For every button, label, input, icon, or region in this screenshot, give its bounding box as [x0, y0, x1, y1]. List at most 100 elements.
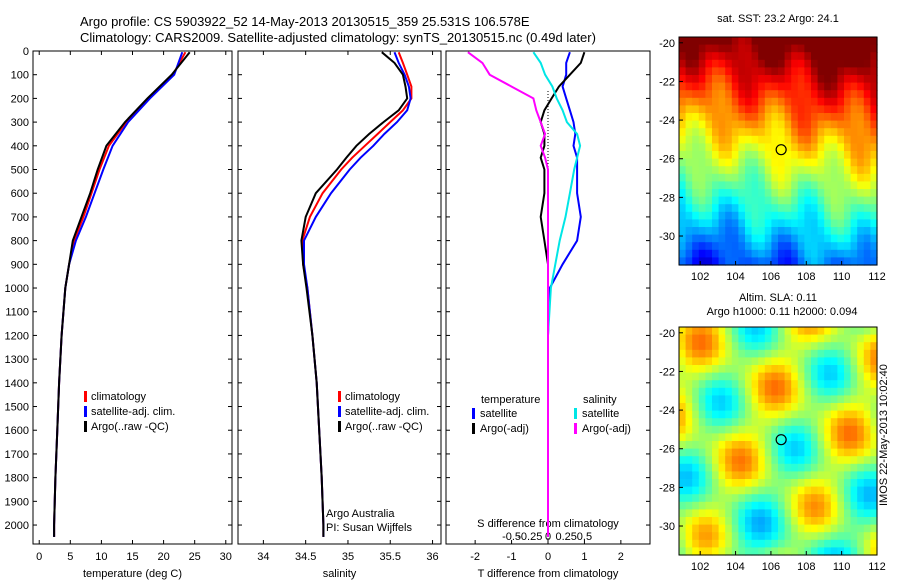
map-cell: [837, 342, 845, 351]
map-cell: [692, 242, 700, 251]
legend-label: satellite-adj. clim.: [345, 406, 429, 418]
map-cell: [705, 143, 713, 152]
map-cell: [778, 524, 786, 533]
map-cell: [844, 410, 852, 419]
map-cell: [745, 44, 753, 53]
map-cell: [751, 44, 759, 53]
map-cell: [738, 189, 746, 198]
map-cell: [679, 173, 687, 182]
map-cell: [725, 532, 733, 541]
map-cell: [731, 479, 739, 488]
map-cell: [725, 524, 733, 533]
map-cell: [764, 166, 772, 175]
map-cell: [784, 227, 792, 236]
map-cell: [817, 327, 825, 336]
map-cell: [857, 143, 865, 152]
map-cell: [718, 227, 726, 236]
map-cell: [817, 539, 825, 548]
map-cell: [817, 403, 825, 412]
map-cell: [870, 181, 878, 190]
map-cell: [804, 456, 812, 465]
map-cell: [837, 97, 845, 106]
map-cell: [751, 97, 759, 106]
map-cell: [778, 166, 786, 175]
map-cell: [830, 494, 838, 503]
map-cell: [870, 67, 878, 76]
map-cell: [797, 173, 805, 182]
map-cell: [725, 410, 733, 419]
map-cell: [791, 517, 799, 526]
map-cell: [870, 158, 878, 167]
map-cell: [778, 75, 786, 84]
map-cell: [804, 234, 812, 243]
map-cell: [797, 189, 805, 198]
map-cell: [712, 105, 720, 114]
map-cell: [771, 524, 779, 533]
map-cell: [837, 509, 845, 518]
map-cell: [698, 494, 706, 503]
map-cell: [791, 395, 799, 404]
map-cell: [791, 105, 799, 114]
map-cell: [778, 181, 786, 190]
map-cell: [850, 441, 858, 450]
map-cell: [725, 456, 733, 465]
map-cell: [791, 158, 799, 167]
map-cell: [791, 75, 799, 84]
map-cell: [771, 342, 779, 351]
map-cell: [738, 196, 746, 205]
map-cell: [698, 113, 706, 122]
map-cell: [764, 395, 772, 404]
map-cell: [830, 539, 838, 548]
map-cell: [685, 494, 693, 503]
map-cell: [844, 249, 852, 258]
map-cell: [784, 471, 792, 480]
map-cell: [698, 410, 706, 419]
legend-label: Argo(-adj): [480, 423, 529, 435]
map-cell: [791, 334, 799, 343]
map-cell: [698, 395, 706, 404]
map-cell: [797, 120, 805, 129]
map-cell: [712, 158, 720, 167]
map-cell: [844, 242, 852, 251]
map-cell: [718, 189, 726, 198]
map-cell: [692, 517, 700, 526]
map-cell: [863, 158, 871, 167]
diff-series-line-1: [547, 51, 582, 537]
map-cell: [718, 403, 726, 412]
map-cell: [738, 410, 746, 419]
map-cell: [718, 44, 726, 53]
map-cell: [784, 334, 792, 343]
map-cell: [679, 410, 687, 419]
y-tick-label: 200: [11, 93, 29, 105]
map-cell: [870, 517, 878, 526]
map-cell: [758, 82, 766, 91]
map-cell: [718, 59, 726, 68]
map-cell: [784, 547, 792, 556]
map-cell: [804, 357, 812, 366]
map-cell: [771, 418, 779, 427]
map-cell: [725, 44, 733, 53]
map-cell: [791, 425, 799, 434]
map-cell: [870, 120, 878, 129]
map-cell: [771, 479, 779, 488]
map-cell: [837, 135, 845, 144]
map-cell: [698, 135, 706, 144]
map-cell: [758, 425, 766, 434]
map-cell: [797, 342, 805, 351]
map-cell: [830, 456, 838, 465]
map-cell: [850, 547, 858, 556]
map-cell: [758, 524, 766, 533]
map-y-tick-label: -30: [659, 231, 675, 243]
map-cell: [844, 219, 852, 228]
x-tick-label: 30: [220, 551, 232, 563]
map-cell: [857, 90, 865, 99]
map-title-line2: Argo h1000: 0.11 h2000: 0.094: [707, 306, 858, 318]
map-cell: [679, 151, 687, 160]
map-cell: [817, 456, 825, 465]
map-cell: [863, 135, 871, 144]
map-cell: [870, 204, 878, 213]
map-cell: [778, 403, 786, 412]
map-cell: [679, 128, 687, 137]
map-cell: [712, 524, 720, 533]
map-cell: [804, 479, 812, 488]
